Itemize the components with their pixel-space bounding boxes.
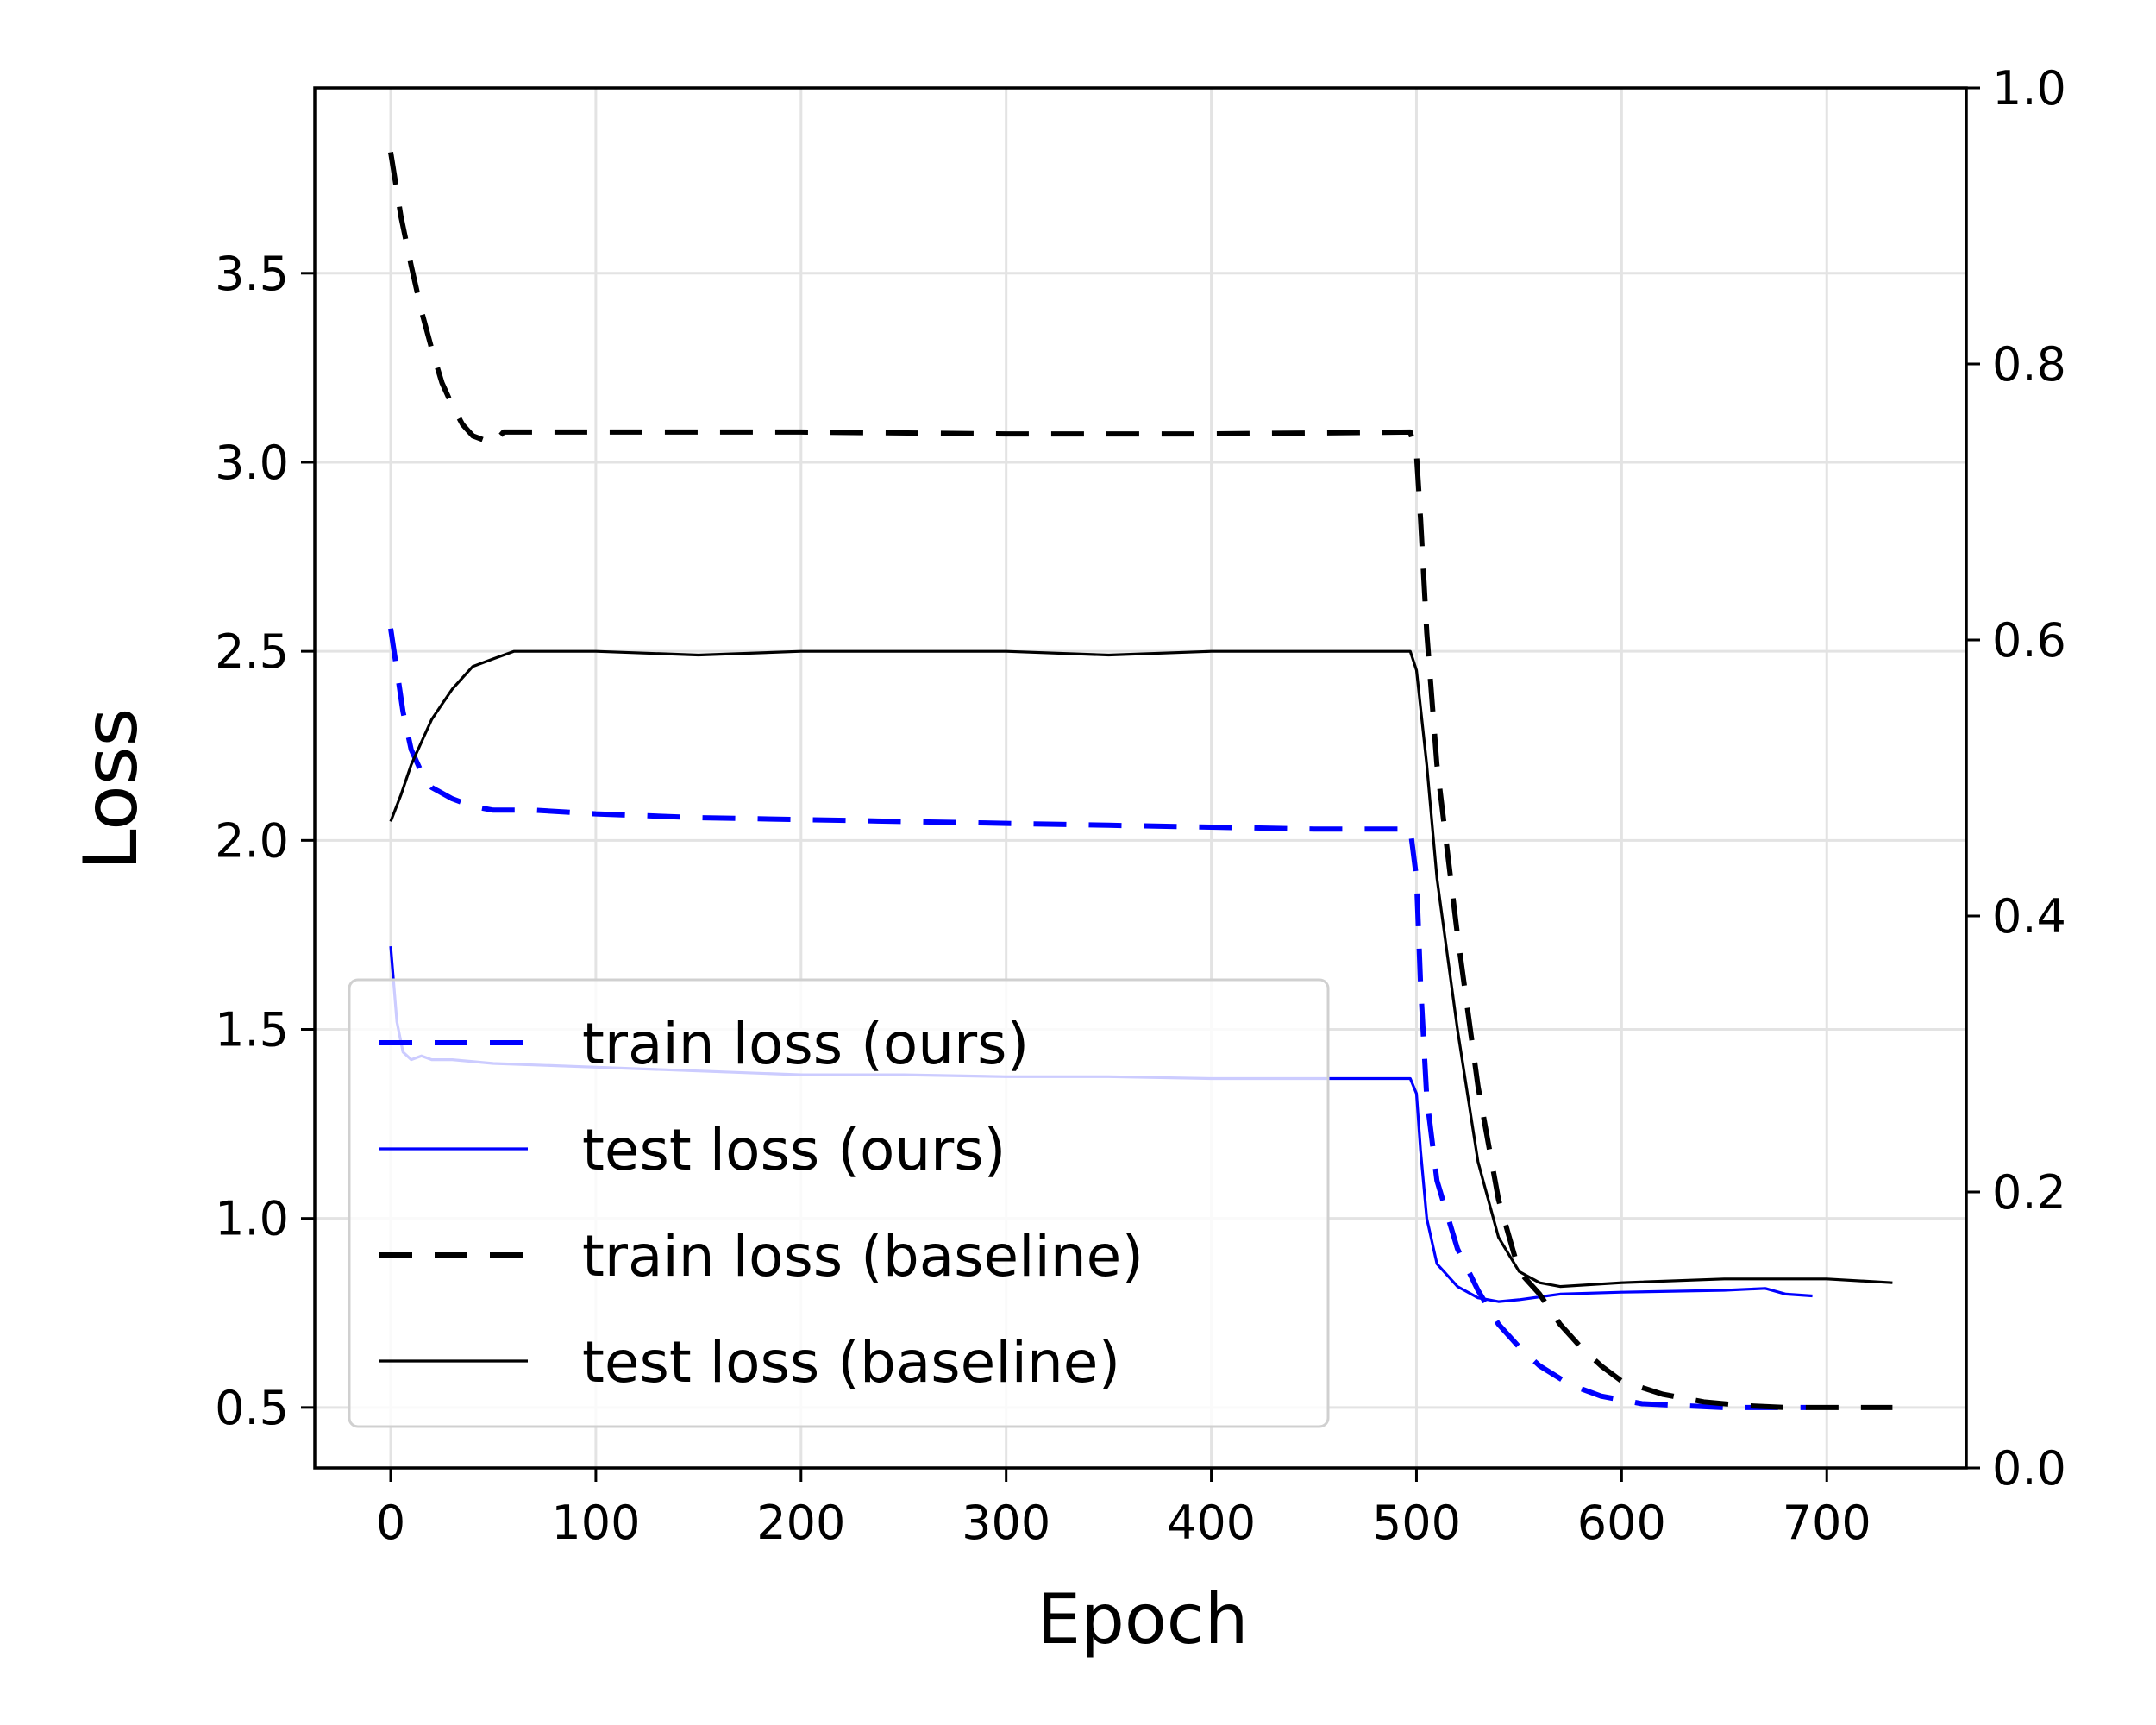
- y-tick-label: 1.0: [215, 1192, 289, 1246]
- y2-tick-label: 0.0: [1992, 1441, 2066, 1496]
- axes: [313, 86, 1968, 1470]
- legend: train loss (ours) test loss (ours) train l…: [348, 978, 1330, 1428]
- y-tick-label: 2.5: [215, 624, 289, 679]
- x-tick-label: 0: [376, 1496, 405, 1550]
- x-tick-label: 300: [962, 1496, 1050, 1550]
- y2-tick-label: 0.8: [1992, 337, 2066, 392]
- legend-box: [348, 978, 1330, 1428]
- x-tick-label: 200: [756, 1496, 845, 1550]
- x-tick-label: 500: [1372, 1496, 1461, 1550]
- y-tick-label: 1.5: [215, 1003, 289, 1057]
- legend-label: train loss (baseline): [582, 1223, 1144, 1289]
- series-line-0: [388, 628, 1807, 1410]
- x-tick-label: 700: [1783, 1496, 1871, 1550]
- y2-tick-label: 0.2: [1992, 1165, 2066, 1220]
- series-line-3: [389, 649, 1893, 1289]
- tick-layer: 0 100 200 300 400 500 600 700 0.5 1.0 1.5 2.0 2.5 3.0…: [215, 61, 2066, 1550]
- legend-label: test loss (baseline): [582, 1329, 1120, 1396]
- y-tick-label: 3.0: [215, 436, 289, 490]
- x-axis-label: Epoch: [1037, 1579, 1249, 1659]
- y-tick-label: 0.5: [215, 1381, 289, 1435]
- y2-tick-label: 0.4: [1992, 889, 2066, 944]
- y-tick-label: 3.5: [215, 247, 289, 301]
- y-axis-label: Loss: [68, 708, 154, 871]
- y2-tick-label: 0.6: [1992, 613, 2066, 668]
- x-tick-label: 600: [1577, 1496, 1666, 1550]
- legend-label: test loss (ours): [582, 1117, 1006, 1183]
- legend-label: train loss (ours): [582, 1011, 1029, 1077]
- plot-frame: [313, 86, 1968, 1470]
- series-line-2: [388, 152, 1893, 1410]
- y-tick-label: 2.0: [215, 813, 289, 868]
- x-tick-label: 100: [551, 1496, 640, 1550]
- y2-tick-label: 1.0: [1992, 61, 2066, 116]
- x-tick-label: 400: [1167, 1496, 1256, 1550]
